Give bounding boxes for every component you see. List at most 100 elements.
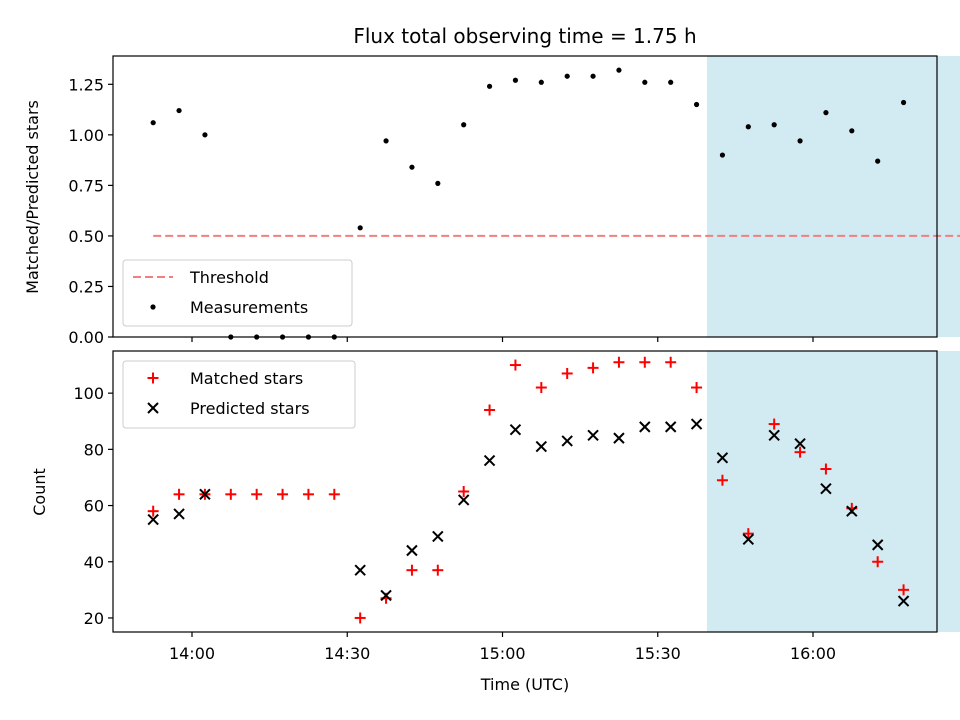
matched-star-point	[716, 474, 728, 486]
measurement-point	[435, 180, 441, 186]
predicted-star-point	[690, 418, 703, 430]
matched-star-point	[328, 488, 340, 500]
predicted-star-point	[664, 421, 677, 433]
y-tick-label: 80	[84, 440, 104, 459]
matched-star-point	[354, 612, 366, 624]
y-tick-label: 1.25	[68, 75, 104, 94]
measurement-point	[745, 124, 751, 130]
measurement-point	[176, 107, 182, 114]
predicted-star-point	[483, 454, 496, 467]
predicted-star-point	[380, 589, 392, 602]
predicted-star-point	[639, 421, 651, 433]
plot-frame	[112, 55, 938, 338]
matched-star-point	[561, 367, 573, 379]
plot-frame	[112, 350, 938, 633]
matched-star-point	[458, 486, 470, 497]
matched-star-point	[820, 463, 832, 475]
bottom-y-axis-label: Count	[30, 468, 49, 516]
measurement-point	[849, 128, 855, 134]
count-panel: 20 40 60 80 100 14:00 14:30 15:00 15:30 16:00 Matc…	[73, 350, 960, 663]
ratio-panel: 0.00 0.25 0.50 0.75 1.00 1.25 Threshold Measure…	[68, 55, 960, 347]
x-tick-label: 14:30	[324, 644, 370, 663]
measurement-point	[823, 110, 829, 116]
legend-item: Predicted stars	[147, 399, 310, 418]
matched-star-point	[691, 382, 703, 394]
legend: Threshold Measurements	[122, 259, 353, 327]
matched-star-point	[277, 488, 289, 500]
matched-star-point	[613, 356, 625, 368]
y-tick-label: 20	[84, 609, 104, 628]
measurement-point	[771, 122, 777, 128]
legend-item: Measurements	[150, 298, 308, 317]
shaded-observing-window	[706, 351, 960, 632]
predicted-star-point	[199, 488, 211, 501]
y-tick-label: 0.50	[68, 227, 104, 246]
measurement-point	[150, 120, 156, 126]
predicted-star-point	[173, 508, 185, 520]
matched-star-point	[406, 564, 418, 576]
predicted-star-point	[509, 423, 522, 436]
measurement-point	[357, 225, 363, 231]
measurement-point	[486, 83, 493, 89]
measurement-point	[564, 73, 570, 79]
predicted-star-point	[457, 494, 470, 506]
matched-star-point	[639, 356, 651, 368]
predicted-star-point	[535, 440, 548, 453]
measurement-point	[616, 67, 622, 73]
matched-star-point	[535, 382, 547, 394]
top-y-axis-label: Matched/Predicted stars	[23, 100, 42, 294]
y-tick-label: 0.25	[68, 277, 104, 296]
legend-label: Predicted stars	[190, 399, 310, 418]
legend-label: Measurements	[190, 298, 308, 317]
matched-star-point	[147, 505, 159, 517]
legend: Matched stars Predicted stars	[122, 360, 356, 429]
measurement-point	[875, 158, 881, 164]
predicted-star-point	[406, 544, 418, 557]
legend-label: Matched stars	[190, 369, 303, 388]
predicted-star-point	[846, 505, 858, 517]
predicted-star-point	[742, 533, 755, 545]
y-tick-label: 100	[73, 384, 104, 403]
y-tick-label: 1.00	[68, 126, 104, 145]
measurement-point	[590, 73, 596, 79]
measurement-point	[202, 132, 208, 138]
measurement-point	[461, 122, 467, 128]
measurement-point	[668, 79, 674, 85]
predicted-star-point	[561, 435, 573, 447]
y-tick-label: 40	[84, 553, 104, 572]
matched-star-point	[432, 564, 444, 576]
predicted-star-point	[432, 530, 444, 543]
predicted-star-point	[897, 595, 910, 607]
predicted-star-point	[716, 452, 729, 464]
predicted-star-point	[613, 432, 625, 444]
matched-star-point	[587, 362, 599, 374]
matched-star-point	[173, 488, 185, 500]
y-tick-label: 0.75	[68, 176, 104, 195]
predicted-star-point	[871, 539, 884, 551]
legend-item: Matched stars	[147, 369, 303, 388]
measurement-point	[719, 152, 726, 158]
measurement-point	[538, 79, 544, 85]
legend-item: Threshold	[133, 268, 269, 287]
measurement-point	[693, 101, 700, 108]
measurement-point	[797, 138, 803, 144]
predicted-star-point	[354, 564, 366, 576]
matched-star-point	[251, 488, 263, 500]
x-tick-label: 14:00	[169, 644, 215, 663]
x-axis-label: Time (UTC)	[480, 675, 569, 694]
matched-star-point	[484, 404, 496, 416]
chart-title: Flux total observing time = 1.75 h	[353, 24, 696, 48]
matched-star-point	[509, 359, 521, 371]
matched-star-point	[768, 418, 780, 430]
matched-star-point	[898, 584, 910, 596]
matched-star-point	[794, 446, 806, 458]
matched-star-point	[665, 356, 677, 368]
legend-box	[122, 259, 353, 327]
y-tick-label: 0.00	[68, 328, 104, 347]
x-tick-label: 16:00	[790, 644, 836, 663]
legend-label: Threshold	[189, 268, 269, 287]
x-tick-label: 15:30	[635, 644, 681, 663]
predicted-star-point	[794, 438, 806, 450]
matched-star-point	[742, 528, 754, 540]
